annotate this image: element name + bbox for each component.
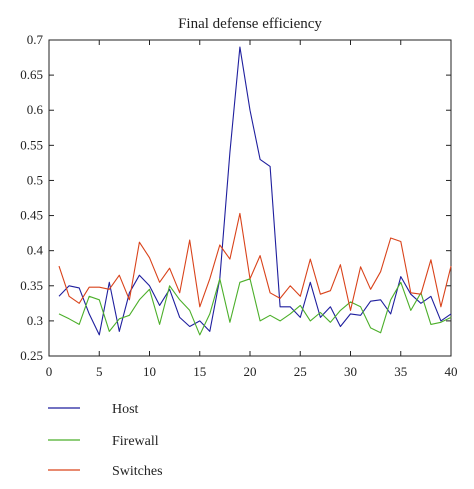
y-tick-label: 0.7	[27, 32, 44, 47]
series-line-firewall	[58, 278, 452, 336]
x-axis: 0 5 10 15 20 25 30 35 40	[46, 40, 458, 379]
series-line-host	[58, 46, 452, 336]
plot-frame	[48, 39, 452, 357]
y-tick-label: 0.3	[27, 313, 43, 328]
y-tick-label: 0.55	[20, 137, 43, 152]
x-tick-label: 5	[96, 364, 103, 379]
y-tick-label: 0.5	[27, 172, 43, 187]
legend-label-switches: Switches	[112, 464, 163, 479]
y-tick-label: 0.4	[27, 243, 44, 258]
legend-label-firewall: Firewall	[112, 434, 159, 449]
x-tick-label: 35	[394, 364, 407, 379]
y-tick-label: 0.45	[20, 208, 43, 223]
y-tick-label: 0.65	[20, 67, 43, 82]
y-tick-label: 0.25	[20, 348, 43, 363]
series-line-switches	[58, 212, 452, 311]
series-layer	[58, 46, 452, 336]
x-tick-label: 25	[294, 364, 307, 379]
chart-title: Final defense efficiency	[178, 16, 322, 32]
x-tick-label: 30	[344, 364, 357, 379]
x-tick-label: 0	[46, 364, 53, 379]
x-tick-label: 15	[193, 364, 206, 379]
y-tick-label: 0.6	[27, 102, 44, 117]
x-tick-label: 20	[244, 364, 257, 379]
y-axis: 0.25 0.3 0.35 0.4 0.45 0.5 0.55 0.6 0.65 0.7	[20, 32, 451, 363]
legend-label-host: Host	[112, 402, 139, 417]
x-tick-label: 40	[445, 364, 458, 379]
y-tick-label: 0.35	[20, 278, 43, 293]
legend: Host Firewall Switches	[48, 402, 163, 479]
x-tick-label: 10	[143, 364, 156, 379]
